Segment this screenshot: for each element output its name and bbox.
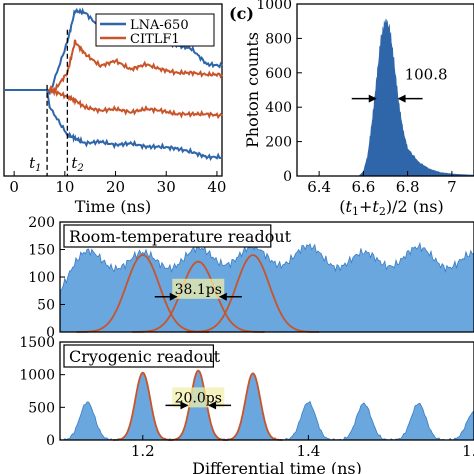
panel-e-gaussian-fit (223, 372, 283, 441)
panel-a-x-tick-label: 0 (9, 178, 19, 196)
panel-d-width-label: 38.1ps (175, 282, 222, 298)
panel-a-x-tick-label: 20 (106, 178, 125, 196)
panel-c-y-tick-label: 400 (265, 100, 292, 116)
panel-a-t2-label: t2 (71, 154, 83, 174)
panel-e-x-axis-label: Differential time (ns) (192, 459, 362, 474)
panel-a-t2-subscript: 2 (76, 163, 83, 174)
panel-e-width-label: 20.0ps (175, 390, 222, 406)
panel-d-y-tick-label: 150 (28, 243, 55, 259)
panel-d-room-temperature: Room-temperature readout 38.1ps 0 50 100 150 2… (28, 215, 474, 341)
panel-e-x-tick-label: 1.6 (462, 442, 474, 460)
panel-e-width-arrowhead-left (180, 401, 189, 410)
panel-c-x-axis-label-part: + (359, 197, 372, 216)
panel-c-y-tick-label: 1000 (256, 0, 292, 13)
panel-e-y-tick-label: 1000 (19, 368, 55, 384)
panel-a-series-line (4, 85, 223, 120)
panel-c-fwhm-label: 100.8 (405, 66, 448, 84)
panel-c-x-axis-label-part: t (346, 197, 353, 216)
panel-d-title: Room-temperature readout (69, 227, 292, 246)
panel-c-x-axis-label-part: 2 (379, 205, 386, 218)
panel-c-histogram-area (358, 18, 474, 177)
panel-c-fwhm-arrowhead-right (397, 94, 406, 103)
panel-c-histogram: 100.8 0 200 400 600 800 1000 6.4 6.6 6.8 7 Photon c… (243, 0, 474, 218)
panel-c-x-axis-label-part: ( (339, 197, 345, 216)
panel-d-gaussian-fit (186, 254, 320, 333)
panel-c-label: (c) (229, 4, 254, 23)
panel-a-series-line (4, 89, 223, 161)
panel-c-x-tick-label: 6.4 (307, 178, 331, 196)
panel-c-x-axis-label-part: 1 (352, 205, 359, 218)
panel-e-width-arrowhead-right (208, 401, 217, 410)
panel-c-y-axis-label: Photon counts (243, 32, 262, 148)
panel-c-x-axis-label-part: )/2 (ns) (386, 197, 444, 216)
panel-c-y-tick-label: 800 (265, 31, 292, 47)
panel-e-x-tick-label: 1.2 (131, 442, 155, 460)
panel-c-y-tick-label: 0 (283, 169, 292, 185)
panel-e-plot-frame (59, 341, 474, 441)
panel-e-y-tick-label: 500 (28, 400, 55, 416)
panel-d-y-tick-label: 100 (28, 270, 55, 286)
panel-c-y-tick-label: 600 (265, 66, 292, 82)
panel-a-x-tick-label: 30 (157, 178, 176, 196)
panel-a-t1-label: t1 (29, 154, 41, 174)
panel-d-gaussian-fit (132, 260, 265, 333)
panel-e-cryogenic: Cryogenic readout 20.0ps 0 500 1000 1500 1.2 1.… (19, 335, 474, 474)
panel-d-histogram-area (59, 241, 474, 333)
panel-d-gaussian-fit (76, 254, 209, 333)
panel-c-fwhm-arrowhead-left (368, 94, 377, 103)
panel-e-title-box (63, 344, 214, 368)
panel-a-legend-label: CITLF1 (130, 32, 180, 47)
panel-d-title-box (63, 224, 272, 248)
panel-a-x-tick-label: 40 (207, 178, 226, 196)
panel-d-y-tick-label: 200 (28, 215, 55, 231)
panel-c-y-tick-label: 200 (265, 135, 292, 151)
panel-e-gaussian-fit (168, 369, 229, 441)
panel-e-width-highlight (172, 387, 225, 408)
panel-a-legend-label: LNA-650 (130, 18, 189, 33)
panel-c-x-tick-label: 7 (447, 178, 457, 196)
panel-a-legend-box (95, 13, 215, 47)
panel-c-x-axis-label-part: t (372, 197, 379, 216)
panel-d-width-arrowhead-right (218, 292, 227, 301)
panel-a-t1-subscript: 1 (35, 163, 41, 174)
panel-a-x-axis-label: Time (ns) (75, 197, 152, 216)
panel-a-series-line (4, 39, 223, 95)
panel-d-width-arrowhead-left (169, 292, 178, 301)
panel-e-gaussian-fit (113, 371, 173, 441)
panel-c-plot-frame (296, 3, 474, 177)
panel-d-y-tick-label: 0 (46, 325, 55, 341)
panel-c-x-axis-label: (t1+t2)/2 (ns) (339, 197, 443, 218)
panel-e-y-tick-label: 0 (46, 433, 55, 449)
panel-a-x-tick-label: 10 (55, 178, 74, 196)
panel-c-x-tick-label: 6.6 (351, 178, 375, 196)
panel-e-y-tick-label: 1500 (19, 335, 55, 351)
panel-e-x-tick-label: 1.4 (296, 442, 320, 460)
panel-d-width-highlight (172, 278, 225, 299)
panel-e-title: Cryogenic readout (69, 347, 221, 366)
panel-c-x-tick-label: 6.8 (396, 178, 420, 196)
panel-d-y-tick-label: 50 (37, 298, 55, 314)
